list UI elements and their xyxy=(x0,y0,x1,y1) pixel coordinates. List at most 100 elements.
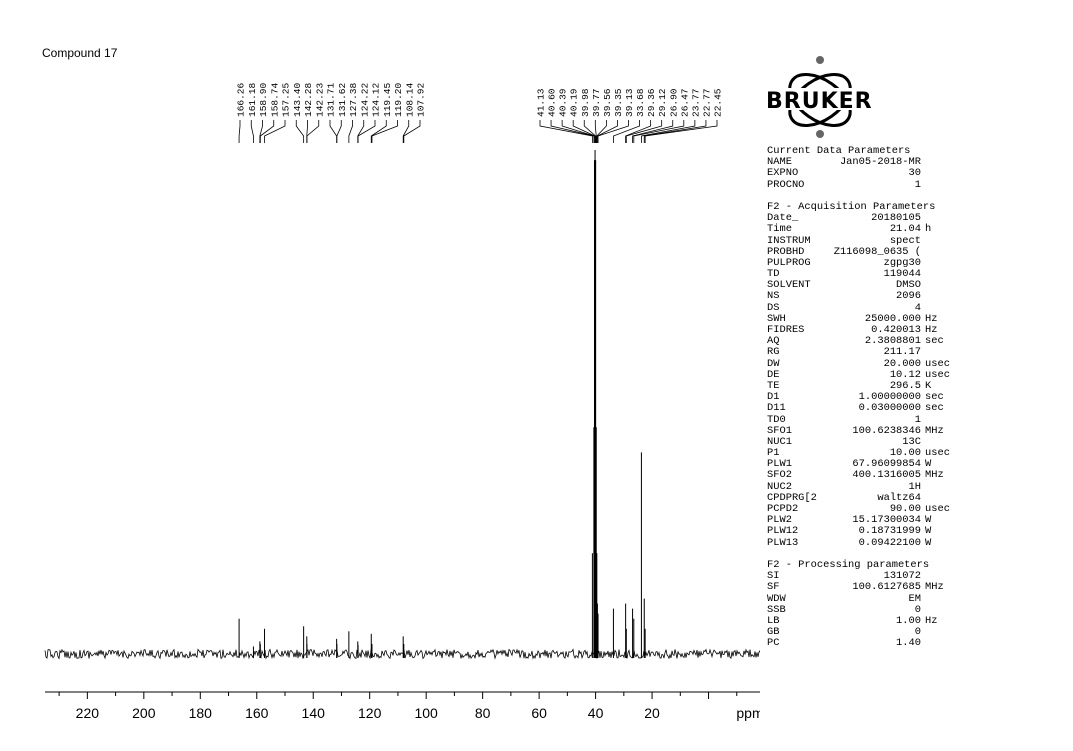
peak-label-connector xyxy=(259,120,263,143)
parameter-panel: Current Data Parameters NAME Jan05-2018-M… xyxy=(767,145,950,649)
peak-label-connector xyxy=(295,120,305,143)
x-tick-label: 220 xyxy=(76,705,100,721)
param-row: PULPROG zgpg30 xyxy=(767,257,950,269)
current-params-list: NAME Jan05-2018-MR EXPNO 30 PROCNO 1 xyxy=(767,156,950,191)
peak-label-connector xyxy=(561,120,595,143)
x-tick-label: 20 xyxy=(644,705,660,721)
param-value: Jan05-2018-MR xyxy=(839,156,921,169)
param-row: Date_ 20180105 xyxy=(767,212,950,225)
param-key: NUC2 xyxy=(767,480,792,493)
param-row: WDW EM xyxy=(767,592,950,605)
param-key: PCPD2 xyxy=(767,503,799,515)
peak-label: 23.77 xyxy=(690,88,701,117)
x-tick-label: 60 xyxy=(531,705,547,721)
param-value: Z116098_0635 ( xyxy=(833,245,921,258)
peak-label-connector xyxy=(264,120,286,143)
peak-label-connector xyxy=(643,120,707,143)
peak-label-connector xyxy=(572,120,596,143)
peak-label-connector xyxy=(594,120,597,143)
param-key: NUC1 xyxy=(767,435,792,448)
peak-label-connector xyxy=(539,120,593,143)
param-key: PLW13 xyxy=(767,536,799,549)
param-key: D1 xyxy=(767,391,780,404)
peak-label: 40.19 xyxy=(569,88,580,117)
param-unit: W xyxy=(925,514,932,527)
param-unit xyxy=(921,168,925,179)
peak-label-connector xyxy=(250,120,254,143)
param-value: 20180105 xyxy=(871,212,921,225)
param-unit xyxy=(921,482,925,493)
param-value: 0 xyxy=(914,626,921,639)
param-key: RG xyxy=(767,346,780,359)
peak-label-connector xyxy=(583,120,597,143)
peak-label: 124.22 xyxy=(359,82,370,117)
param-row: PLW1 67.96099854 W xyxy=(767,459,950,470)
param-unit xyxy=(921,280,925,291)
page-title: Compound 17 xyxy=(42,46,118,60)
peak-label: 22.45 xyxy=(713,88,724,117)
peak-label: 39.56 xyxy=(602,88,613,117)
peak-label: 131.71 xyxy=(326,82,337,117)
x-tick-label: 40 xyxy=(588,705,604,721)
param-key: NS xyxy=(767,290,780,303)
peak-label: 39.77 xyxy=(591,88,602,117)
param-row: PROBHD Z116098_0635 ( xyxy=(767,245,950,258)
x-tick-label: 160 xyxy=(245,705,269,721)
param-unit xyxy=(921,236,925,247)
peak-label: 142.28 xyxy=(303,82,314,117)
param-key: WDW xyxy=(767,592,786,605)
param-unit xyxy=(921,157,925,168)
param-row: PC 1.40 xyxy=(767,638,950,649)
param-key: SSB xyxy=(767,603,786,616)
x-tick-label: 80 xyxy=(475,705,491,721)
param-row: PLW12 0.18731999 W xyxy=(767,526,950,537)
param-row: SFO1 100.6238346 MHz xyxy=(767,424,950,437)
peak-label: 158.90 xyxy=(258,82,269,117)
param-key: PLW1 xyxy=(767,458,792,471)
param-value: 100.6238346 xyxy=(852,424,921,437)
param-value: 100.6127685 xyxy=(852,581,921,594)
param-value: 1.00000000 xyxy=(858,391,921,404)
svg-text:BRUKER: BRUKER xyxy=(766,89,873,114)
param-value: 1H xyxy=(908,480,921,493)
param-value: 0.18731999 xyxy=(858,525,921,538)
peak-label: 41.13 xyxy=(536,88,547,117)
param-row: SF 100.6127685 MHz xyxy=(767,582,950,593)
param-value: 21.04 xyxy=(889,223,921,236)
param-unit xyxy=(921,291,925,302)
param-value: 0.420013 xyxy=(871,324,921,336)
param-row: TE 296.5 K xyxy=(767,379,950,392)
param-unit xyxy=(921,638,925,649)
param-key: FIDRES xyxy=(767,324,805,336)
param-value: 25000.000 xyxy=(864,312,921,325)
param-unit xyxy=(921,347,925,358)
param-value: 1 xyxy=(914,413,921,426)
param-unit: usec xyxy=(925,368,950,381)
peak-label-connector xyxy=(596,120,607,143)
param-row: AQ 2.3808801 sec xyxy=(767,335,950,347)
param-row: D1 1.00000000 sec xyxy=(767,391,950,404)
peak-label-connector xyxy=(329,120,338,143)
param-value: spect xyxy=(889,234,921,247)
param-value: 67.96099854 xyxy=(852,458,921,471)
param-key: DW xyxy=(767,357,780,370)
param-value: EM xyxy=(908,592,921,605)
param-row: NUC2 1H xyxy=(767,480,950,493)
param-value: 0 xyxy=(914,603,921,616)
peak-label-group: 166.26 161.18 158.90 158.74 157.25 143.40 142.… xyxy=(236,82,724,143)
peak-label-connector xyxy=(357,120,365,143)
peak-label: 26.90 xyxy=(668,88,679,117)
param-key: CPDPRG[2 xyxy=(767,491,817,504)
peak-label-connector xyxy=(550,120,595,143)
param-key: Date_ xyxy=(767,212,799,225)
param-row: PLW2 15.17300034 W xyxy=(767,514,950,527)
param-row: D11 0.03000000 sec xyxy=(767,403,950,414)
param-unit: usec xyxy=(925,447,950,460)
bruker-logo-icon: BRUKER xyxy=(762,54,920,144)
param-value: 1 xyxy=(914,178,921,191)
param-unit: usec xyxy=(925,357,950,370)
peak-label-connector xyxy=(644,120,718,143)
param-unit: K xyxy=(925,379,932,392)
peak-label-connector xyxy=(357,120,376,143)
param-key: SOLVENT xyxy=(767,279,811,292)
